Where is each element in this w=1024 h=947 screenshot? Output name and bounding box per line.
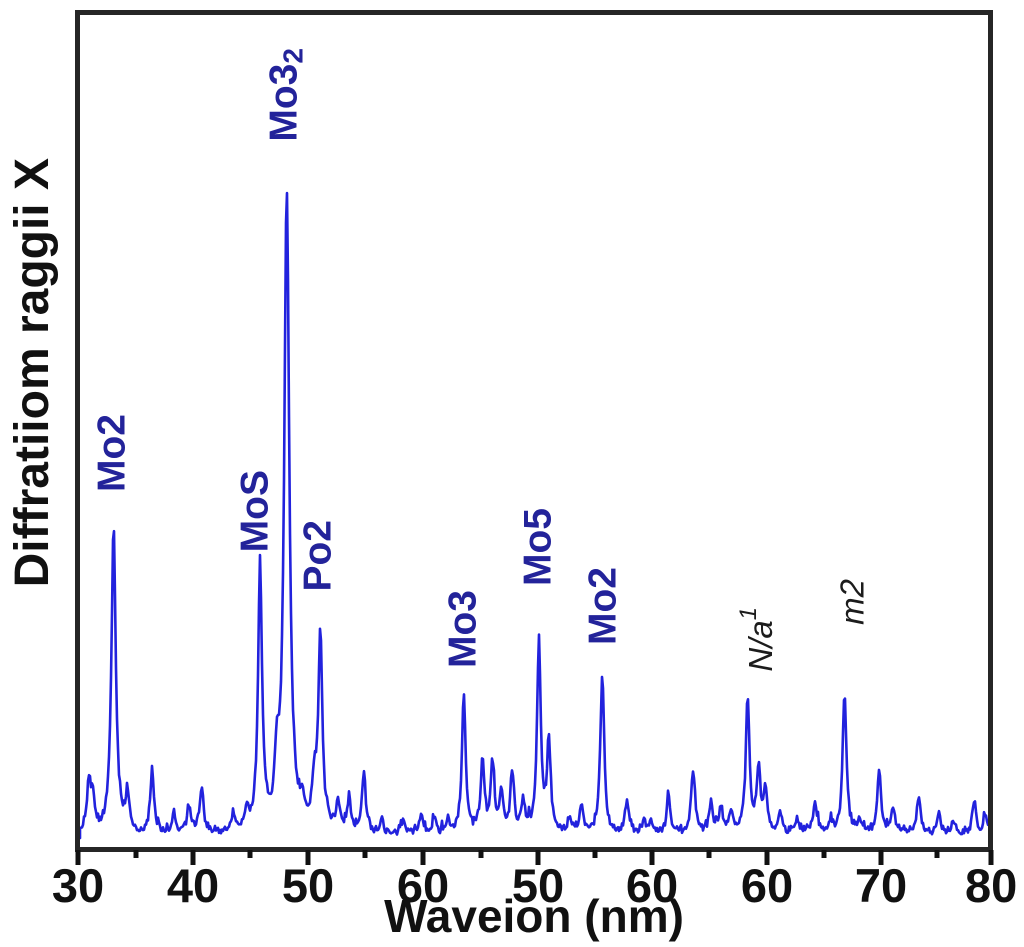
peak-label: MoS (233, 469, 277, 552)
x-minor-tick (133, 850, 139, 858)
x-major-tick (878, 850, 884, 865)
x-major-tick (420, 850, 426, 865)
x-major-tick (305, 850, 311, 865)
peak-label: N/a1 (735, 607, 779, 672)
x-axis-tick-labels: 30 40 50 60 50 60 60 70 80 (52, 859, 1017, 912)
peak-label: Mo32 (262, 48, 309, 142)
peak-label: Mo3 (441, 590, 485, 668)
x-tick-label: 60 (396, 859, 450, 912)
x-minor-tick (247, 850, 253, 858)
x-tick-label: 60 (740, 859, 794, 912)
x-minor-tick (478, 850, 484, 858)
diffraction-trace (80, 191, 988, 840)
peak-label: Mo2 (90, 414, 134, 492)
spectrum-curve (80, 191, 988, 840)
peak-label: Po2 (296, 520, 340, 592)
x-major-tick (764, 850, 770, 865)
x-major-tick (649, 850, 655, 865)
x-major-tick (75, 850, 81, 865)
x-tick-label: 50 (511, 859, 565, 912)
x-minor-tick (362, 850, 368, 858)
x-tick-label: 70 (854, 859, 908, 912)
peak-label: m2 (833, 579, 871, 625)
x-minor-tick (821, 850, 827, 858)
y-axis-label: Diffratiiom raggii X (6, 158, 59, 588)
x-axis-ticks (75, 850, 994, 868)
peak-label: Mo2 (581, 567, 625, 645)
x-tick-label: 80 (965, 859, 1018, 912)
x-major-tick (190, 850, 196, 865)
x-tick-label: 60 (625, 859, 679, 912)
x-axis-label: Waveion (nm) (384, 890, 684, 942)
x-tick-label: 40 (166, 859, 220, 912)
plot-area (75, 10, 993, 852)
x-major-tick (535, 850, 541, 865)
peak-label: Mo5 (516, 508, 560, 586)
x-major-tick (988, 850, 994, 865)
x-tick-label: 30 (51, 859, 105, 912)
x-tick-label: 50 (281, 859, 335, 912)
x-minor-tick (706, 850, 712, 858)
x-minor-tick (592, 850, 598, 858)
x-minor-tick (934, 850, 940, 858)
